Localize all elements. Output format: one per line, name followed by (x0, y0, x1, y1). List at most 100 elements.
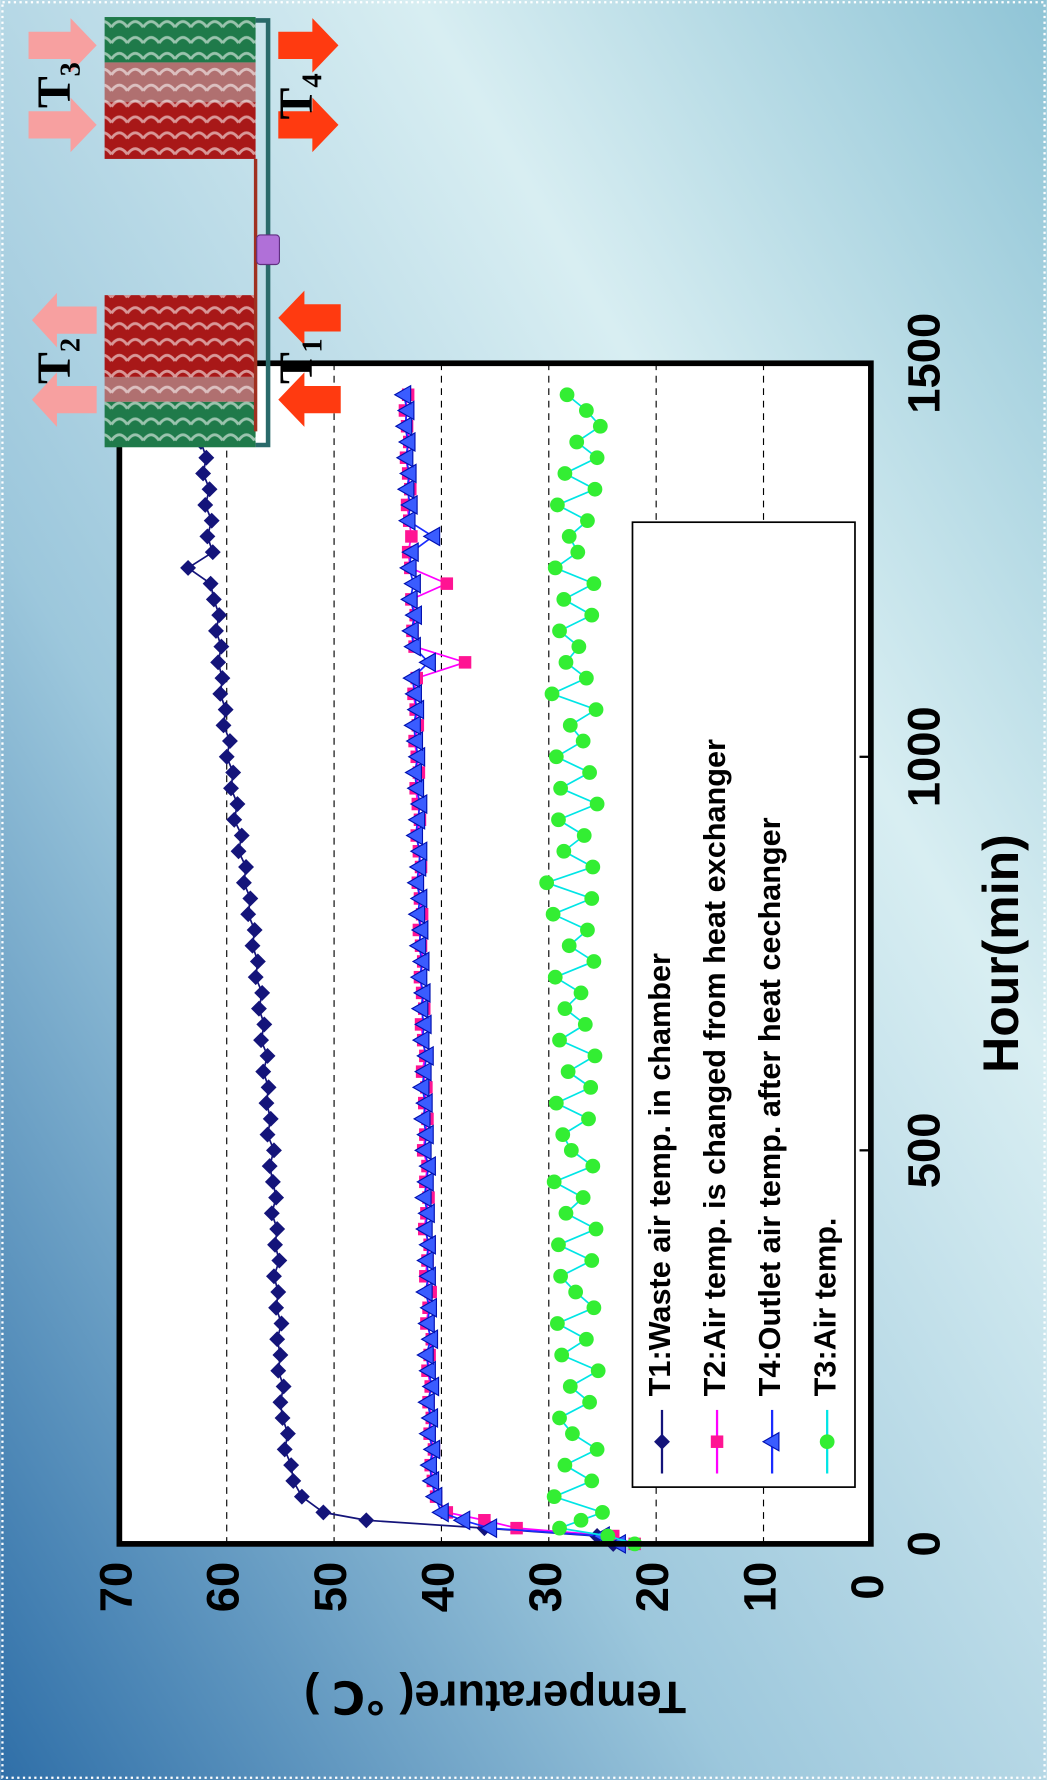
marker (407, 904, 426, 925)
marker (411, 951, 430, 972)
marker (568, 1284, 584, 1300)
marker (358, 1512, 375, 1529)
marker (268, 1299, 285, 1316)
y-tick-label: 0 (842, 1574, 893, 1599)
marker (205, 591, 222, 608)
marker (562, 717, 578, 733)
marker (203, 512, 220, 529)
marker (415, 1218, 433, 1240)
marker (590, 1363, 606, 1379)
marker (452, 1510, 471, 1531)
marker (409, 841, 428, 862)
marker (315, 1504, 332, 1521)
series (393, 384, 626, 1554)
marker (570, 544, 586, 560)
marker (269, 1331, 286, 1348)
marker (552, 1032, 567, 1048)
marker (588, 702, 604, 717)
marker (247, 969, 264, 986)
y-tick-label: 20 (627, 1562, 678, 1612)
marker (403, 636, 421, 657)
marker (586, 954, 602, 969)
y-tick-label: 30 (520, 1562, 571, 1612)
marker (539, 875, 555, 891)
marker (576, 828, 592, 843)
marker (563, 1142, 579, 1158)
legend-marker (761, 1431, 780, 1452)
legend-marker (819, 1434, 835, 1450)
marker (400, 589, 418, 610)
marker (235, 874, 252, 891)
marker (210, 654, 227, 671)
marker (270, 1362, 287, 1379)
marker (225, 764, 242, 781)
marker (416, 1344, 434, 1366)
marker (556, 843, 572, 859)
marker (274, 1409, 291, 1426)
marker (226, 811, 243, 828)
marker (293, 1488, 310, 1505)
marker (571, 639, 587, 654)
marker (406, 872, 425, 893)
marker (422, 1439, 441, 1460)
marker (260, 1079, 277, 1096)
marker (272, 1394, 289, 1411)
marker (584, 1473, 600, 1489)
marker (582, 1394, 597, 1410)
marker (408, 856, 427, 878)
marker (580, 922, 595, 938)
marker (256, 1016, 273, 1033)
marker (212, 685, 229, 702)
series (539, 387, 643, 1552)
marker (582, 765, 597, 780)
legend-label: T2:Air temp. is changed from heat exchan… (698, 739, 732, 1396)
marker (440, 577, 454, 590)
marker (424, 1486, 443, 1507)
marker (458, 656, 472, 669)
marker (405, 731, 424, 752)
marker (399, 463, 417, 484)
marker (396, 400, 415, 421)
series-line (186, 394, 614, 1545)
marker (396, 479, 415, 500)
marker (240, 906, 257, 923)
marker (261, 1158, 278, 1175)
marker (546, 1489, 562, 1505)
marker (283, 1457, 300, 1474)
marker (589, 450, 605, 466)
marker (403, 573, 421, 594)
marker (249, 953, 266, 970)
marker (400, 494, 418, 515)
marker (416, 1045, 434, 1066)
x-tick-label: 1500 (899, 313, 950, 414)
marker (557, 1001, 573, 1017)
marker (584, 891, 600, 906)
marker (586, 576, 602, 592)
marker (583, 1079, 599, 1095)
marker (411, 1077, 430, 1098)
marker (584, 607, 600, 623)
marker (255, 1063, 272, 1080)
legend-marker (654, 1433, 670, 1450)
marker (510, 1521, 523, 1535)
marker (273, 1315, 290, 1332)
marker (555, 1127, 571, 1142)
marker (399, 557, 417, 578)
marker (561, 938, 577, 954)
marker (416, 1124, 434, 1145)
marker (409, 793, 428, 815)
marker (393, 384, 412, 405)
y-tick-label: 10 (735, 1562, 786, 1612)
y-tick-label: 60 (198, 1562, 249, 1612)
marker (420, 1407, 439, 1429)
arrow (31, 292, 97, 348)
marker (575, 733, 591, 749)
plot: 0 10 20 30 40 50 60 70 0 500 1000 1500 Hour(min) Temp… (90, 313, 1029, 1723)
marker (407, 746, 426, 767)
marker (551, 1237, 566, 1253)
marker (270, 1284, 287, 1300)
marker (550, 1316, 565, 1331)
marker (272, 1347, 289, 1363)
marker (414, 1140, 432, 1161)
